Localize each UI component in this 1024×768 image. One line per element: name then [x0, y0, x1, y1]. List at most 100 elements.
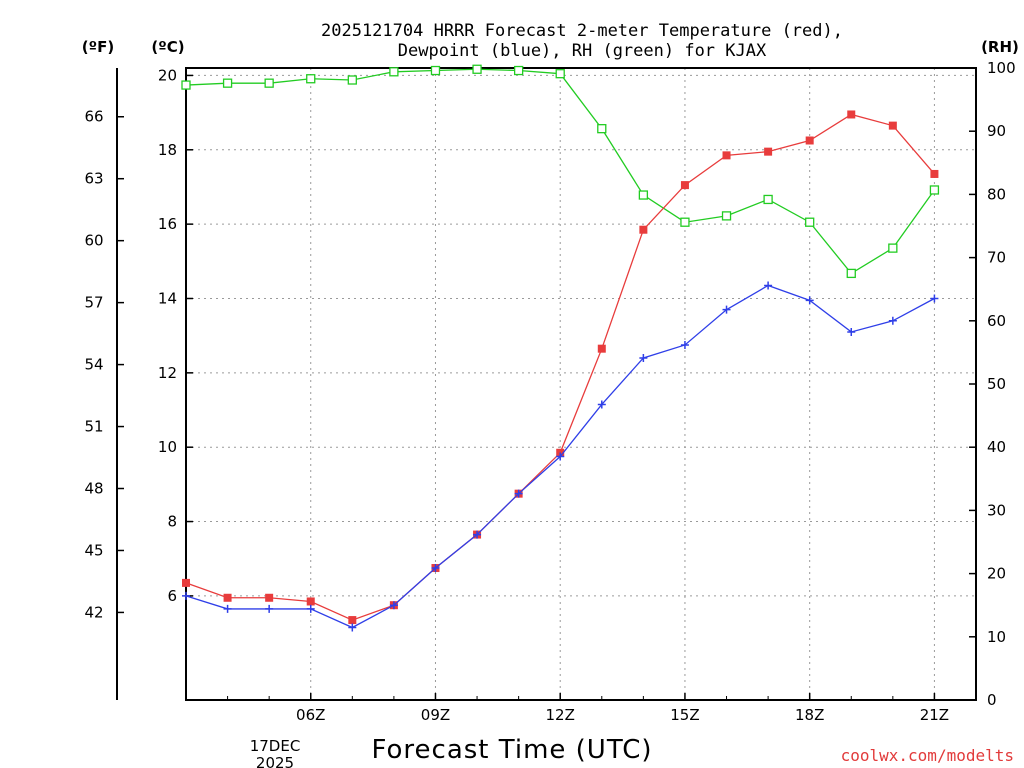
rh-tick-label: 20: [987, 565, 1006, 583]
celsius-tick-label: 18: [158, 141, 177, 159]
rh-point: [222, 78, 233, 88]
rh-tick-label: 80: [987, 185, 1006, 203]
rh-tick-label: 70: [987, 249, 1006, 267]
celsius-tick-label: 6: [167, 587, 177, 605]
rh-point: [721, 211, 732, 221]
celsius-tick-label: 12: [158, 364, 177, 382]
temperature-point: [265, 593, 274, 602]
credit-text[interactable]: coolwx.com/modelts: [841, 746, 1014, 765]
temperature-point: [639, 225, 648, 234]
dewpoint-point: [639, 353, 648, 362]
dewpoint-point: [223, 604, 232, 613]
dewpoint-point: [348, 623, 357, 632]
dewpoint-point: [930, 294, 939, 303]
grid-lines: [186, 68, 976, 700]
fahrenheit-tick-label: 60: [84, 232, 103, 250]
x-tick-label: 12Z: [546, 706, 575, 724]
rh-unit-label: (RH): [981, 38, 1019, 56]
dewpoint-point: [431, 564, 440, 573]
rh-point: [513, 65, 524, 76]
fahrenheit-tick-label: 51: [84, 418, 103, 436]
chart-title-line1: 2025121704 HRRR Forecast 2-meter Tempera…: [321, 21, 843, 41]
date-label-day: 17DEC: [250, 737, 301, 755]
rh-point: [763, 194, 773, 205]
dewpoint-point: [597, 400, 606, 409]
chart-title-line2: Dewpoint (blue), RH (green) for KJAX: [398, 41, 767, 61]
dewpoint-point: [182, 591, 190, 600]
dewpoint-point: [888, 316, 897, 325]
rh-tick-label: 0: [987, 691, 997, 709]
plot-frame: [185, 67, 977, 701]
x-tick-label: 18Z: [795, 706, 824, 724]
temperature-line: [185, 113, 935, 621]
fahrenheit-unit-label: (ºF): [82, 38, 114, 56]
dewpoint-point: [473, 530, 482, 539]
rh-tick-label: 10: [987, 628, 1006, 646]
series-dewpoint: [182, 281, 939, 632]
temperature-point: [680, 181, 689, 190]
celsius-unit-label: (ºC): [151, 38, 184, 56]
temperature-point: [764, 147, 773, 156]
fahrenheit-tick-label: 45: [84, 541, 103, 559]
series-rh: [181, 64, 940, 279]
temperature-point: [722, 151, 731, 160]
fahrenheit-tick-label: 48: [84, 480, 103, 498]
celsius-tick-label: 20: [158, 66, 177, 84]
celsius-tick-label: 10: [158, 438, 177, 456]
rh-point: [264, 78, 274, 88]
dewpoint-point: [556, 452, 565, 461]
dewpoint-point: [514, 489, 523, 498]
rh-point: [888, 243, 898, 253]
temperature-point: [223, 593, 232, 602]
dewpoint-point: [805, 296, 814, 305]
rh-point: [389, 67, 399, 77]
fahrenheit-tick-label: 54: [84, 356, 103, 374]
rh-tick-label: 30: [987, 501, 1006, 519]
rh-point: [555, 69, 565, 79]
dewpoint-point: [722, 305, 731, 314]
fahrenheit-tick-label: 66: [84, 108, 103, 126]
dewpoint-point: [306, 604, 315, 613]
temperature-point: [805, 136, 814, 145]
x-tick-label: 09Z: [421, 706, 450, 724]
celsius-tick-label: 16: [158, 215, 177, 233]
tick-labels: 6 8 10 12 14 16 18 20 42 45 48 51 54 57 60 63 66 0 10 20 30 4…: [84, 59, 1015, 724]
dewpoint-point: [389, 601, 398, 610]
rh-tick-label: 100: [987, 59, 1016, 77]
dewpoint-point: [680, 340, 689, 349]
axes: [116, 67, 977, 701]
x-tick-label: 21Z: [920, 706, 949, 724]
date-label-year: 2025: [256, 754, 294, 768]
rh-point: [680, 217, 690, 227]
rh-point: [597, 124, 607, 134]
rh-point: [347, 75, 357, 85]
rh-tick-label: 90: [987, 122, 1006, 140]
celsius-tick-label: 8: [167, 513, 177, 531]
dewpoint-point: [265, 604, 274, 613]
temperature-point: [348, 616, 357, 625]
dewpoint-point: [764, 281, 773, 290]
rh-point: [181, 80, 191, 90]
data-series: [181, 64, 940, 632]
series-temperature: [182, 110, 939, 625]
rh-point: [430, 65, 441, 76]
rh-point: [638, 190, 649, 200]
fahrenheit-tick-label: 57: [84, 294, 103, 312]
temperature-point: [888, 121, 897, 130]
x-axis-title: Forecast Time (UTC): [371, 735, 652, 765]
fahrenheit-tick-label: 63: [84, 170, 103, 188]
fahrenheit-tick-label: 42: [84, 603, 103, 621]
temperature-point: [847, 110, 856, 119]
rh-point: [306, 74, 316, 84]
rh-point: [929, 185, 940, 195]
temperature-point: [182, 578, 190, 587]
temperature-point: [306, 597, 315, 606]
celsius-tick-label: 14: [158, 289, 177, 307]
rh-point: [472, 64, 482, 74]
rh-tick-label: 50: [987, 375, 1006, 393]
x-tick-label: 15Z: [670, 706, 699, 724]
rh-tick-label: 40: [987, 438, 1006, 456]
dewpoint-point: [847, 327, 856, 336]
x-tick-label: 06Z: [296, 706, 325, 724]
